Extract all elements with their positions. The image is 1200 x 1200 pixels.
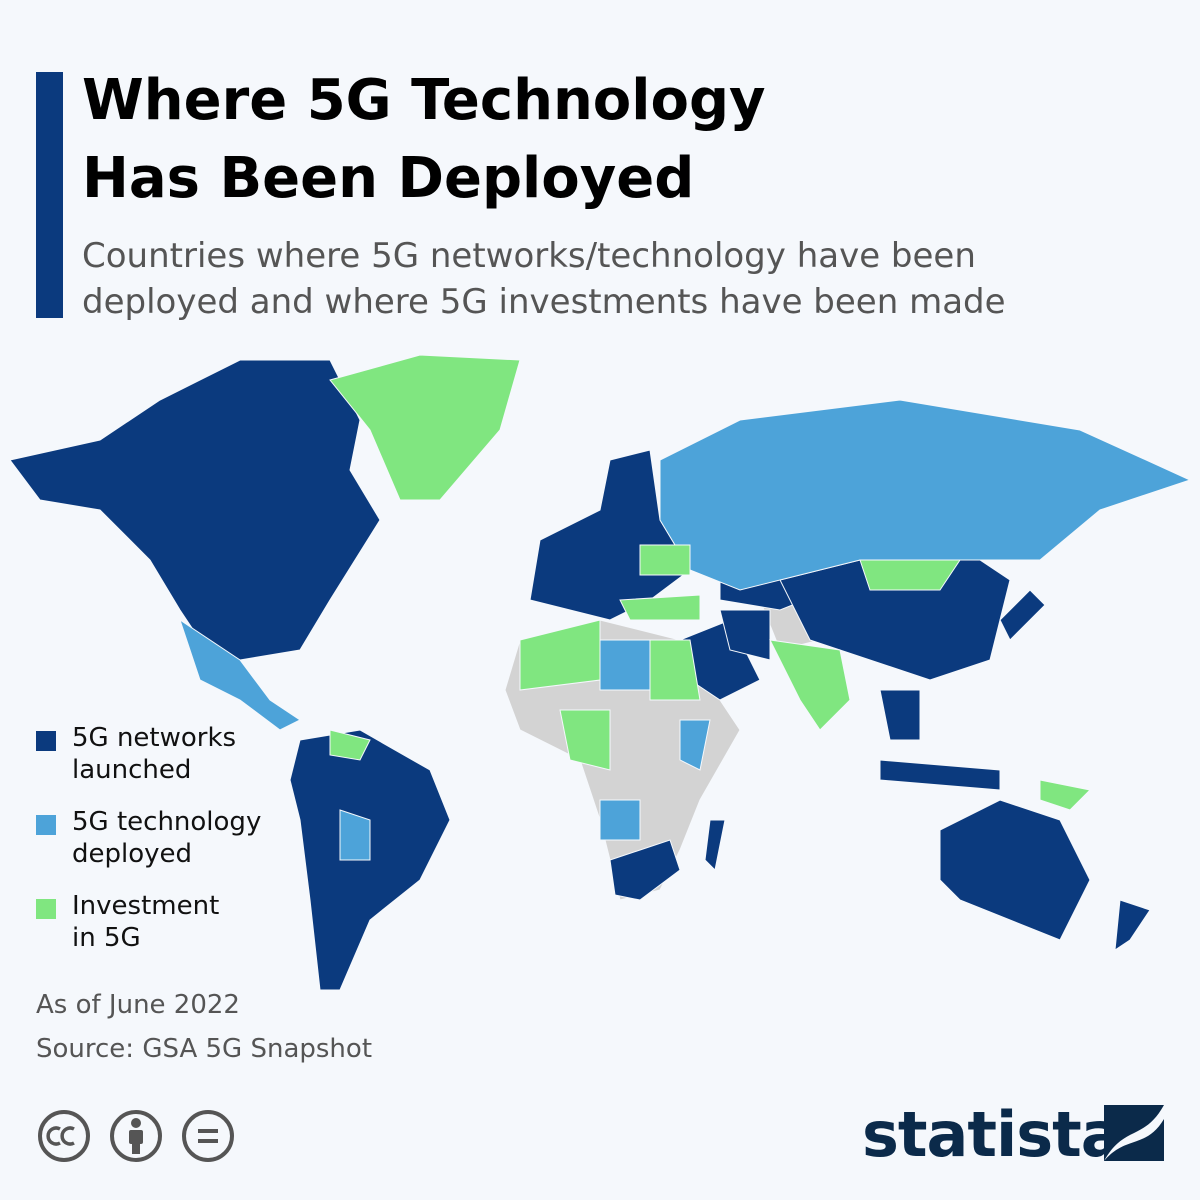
brand: statista	[862, 1098, 1123, 1171]
india	[769, 639, 851, 731]
legend-label: 5G networks launched	[72, 722, 236, 786]
accent-bar	[36, 72, 63, 318]
legend-swatch	[36, 731, 56, 751]
note: As of June 2022	[36, 990, 240, 1020]
turkey	[619, 594, 701, 621]
legend-label-line: in 5G	[72, 923, 141, 953]
legend-label-line: launched	[72, 755, 192, 785]
bolivia	[339, 809, 371, 861]
egypt	[649, 639, 701, 701]
japan	[999, 589, 1046, 641]
madagascar	[704, 819, 726, 872]
legend-label: Investment in 5G	[72, 890, 219, 954]
iran	[719, 609, 771, 661]
subtitle-line: Countries where 5G networks/technology h…	[82, 236, 976, 276]
southeast-asia	[879, 689, 921, 741]
indonesia	[879, 759, 1001, 791]
title: Where 5G Technology Has Been Deployed	[82, 62, 766, 218]
world-map	[9, 354, 1192, 991]
legend-swatch	[36, 815, 56, 835]
australia	[939, 799, 1091, 941]
greenland	[329, 354, 521, 501]
ukraine	[639, 544, 691, 576]
subtitle-line: deployed and where 5G investments have b…	[82, 282, 1006, 322]
libya	[599, 639, 651, 691]
legend-label-line: 5G networks	[72, 723, 237, 753]
legend-label-line: Investment	[72, 891, 220, 921]
angola	[599, 799, 641, 841]
ethiopia	[679, 719, 711, 771]
title-line: Where 5G Technology	[82, 68, 766, 133]
north-america	[9, 359, 381, 661]
license-icons	[38, 1110, 234, 1162]
title-line: Has Been Deployed	[82, 146, 695, 211]
legend-label-line: deployed	[72, 839, 193, 869]
source: Source: GSA 5G Snapshot	[36, 1034, 373, 1064]
subtitle: Countries where 5G networks/technology h…	[82, 233, 1006, 325]
north-africa	[519, 619, 601, 691]
mongolia	[859, 559, 961, 591]
legend-swatch	[36, 899, 56, 919]
south-africa	[609, 839, 681, 901]
west-africa	[559, 709, 611, 771]
new-zealand	[1114, 899, 1151, 952]
brand-logo	[1104, 1105, 1164, 1161]
legend-label-line: 5G technology	[72, 807, 262, 837]
papua	[1039, 779, 1092, 811]
venezuela	[329, 729, 371, 761]
legend-label: 5G technology deployed	[72, 806, 261, 870]
mexico	[179, 618, 301, 731]
